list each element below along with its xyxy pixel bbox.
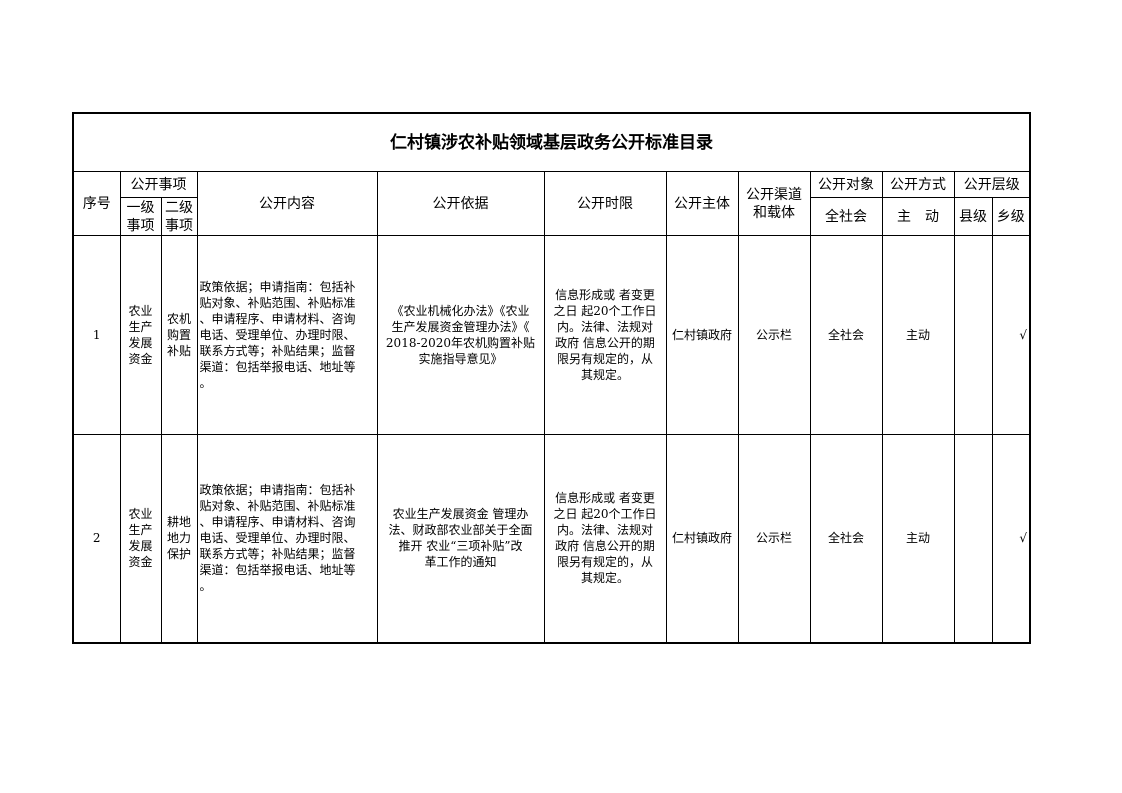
cell-time-limit: 信息形成或 者变更 之日 起20个工作日 内。法律、法规对 政府 信息公开的期 … bbox=[543, 434, 667, 643]
cell-seq: 1 bbox=[72, 235, 121, 435]
cell-channel: 公示栏 bbox=[737, 235, 811, 435]
cell-county bbox=[953, 235, 993, 435]
header-items: 公开事项 bbox=[119, 171, 198, 198]
table-row: 1 农业 生产 发展 资金 农机 购置 补贴 政策依据；申请指南：包括补 贴对象… bbox=[72, 235, 1031, 435]
header-content: 公开内容 bbox=[196, 171, 378, 236]
cell-subject: 仁村镇政府 bbox=[665, 235, 739, 435]
cell-content: 政策依据；申请指南：包括补 贴对象、补贴范围、补贴标准 、申请程序、申请材料、咨… bbox=[196, 434, 378, 643]
header-method: 公开方式 bbox=[881, 171, 955, 198]
cell-level2: 农机 购置 补贴 bbox=[160, 235, 198, 435]
page-title: 仁村镇涉农补贴领域基层政务公开标准目录 bbox=[72, 112, 1031, 172]
header-township: 乡级 bbox=[991, 197, 1031, 236]
header-target-sub: 全社会 bbox=[809, 197, 883, 236]
header-level1: 一级 事项 bbox=[119, 197, 162, 236]
header-target: 公开对象 bbox=[809, 171, 883, 198]
cell-county bbox=[953, 434, 993, 643]
cell-target: 全社会 bbox=[809, 235, 883, 435]
cell-channel: 公示栏 bbox=[737, 434, 811, 643]
cell-level2: 耕地 地力 保护 bbox=[160, 434, 198, 643]
cell-basis: 《农业机械化办法》《农业 生产发展资金管理办法》《 2018-2020年农机购置… bbox=[376, 235, 545, 435]
cell-content: 政策依据；申请指南：包括补 贴对象、补贴范围、补贴标准 、申请程序、申请材料、咨… bbox=[196, 235, 378, 435]
cell-township: √ bbox=[991, 434, 1031, 643]
table-row: 2 农业 生产 发展 资金 耕地 地力 保护 政策依据；申请指南：包括补 贴对象… bbox=[72, 434, 1031, 643]
cell-seq: 2 bbox=[72, 434, 121, 643]
cell-method: 主动 bbox=[881, 235, 955, 435]
catalog-table: 仁村镇涉农补贴领域基层政务公开标准目录 序号 公开事项 公开内容 公开依据 公开… bbox=[72, 112, 1031, 644]
header-channel: 公开渠道 和载体 bbox=[737, 171, 811, 236]
cell-level1: 农业 生产 发展 资金 bbox=[119, 434, 162, 643]
cell-township: √ bbox=[991, 235, 1031, 435]
header-seq: 序号 bbox=[72, 171, 121, 236]
header-method-sub: 主 动 bbox=[881, 197, 955, 236]
header-county: 县级 bbox=[953, 197, 993, 236]
header-level2: 二级 事项 bbox=[160, 197, 198, 236]
header-level: 公开层级 bbox=[953, 171, 1031, 198]
cell-time-limit: 信息形成或 者变更 之日 起20个工作日 内。法律、法规对 政府 信息公开的期 … bbox=[543, 235, 667, 435]
cell-level1: 农业 生产 发展 资金 bbox=[119, 235, 162, 435]
cell-target: 全社会 bbox=[809, 434, 883, 643]
header-subject: 公开主体 bbox=[665, 171, 739, 236]
cell-subject: 仁村镇政府 bbox=[665, 434, 739, 643]
header-basis: 公开依据 bbox=[376, 171, 545, 236]
cell-basis: 农业生产发展资金 管理办 法、财政部农业部关于全面 推开 农业“三项补贴”改 革… bbox=[376, 434, 545, 643]
cell-method: 主动 bbox=[881, 434, 955, 643]
header-time-limit: 公开时限 bbox=[543, 171, 667, 236]
